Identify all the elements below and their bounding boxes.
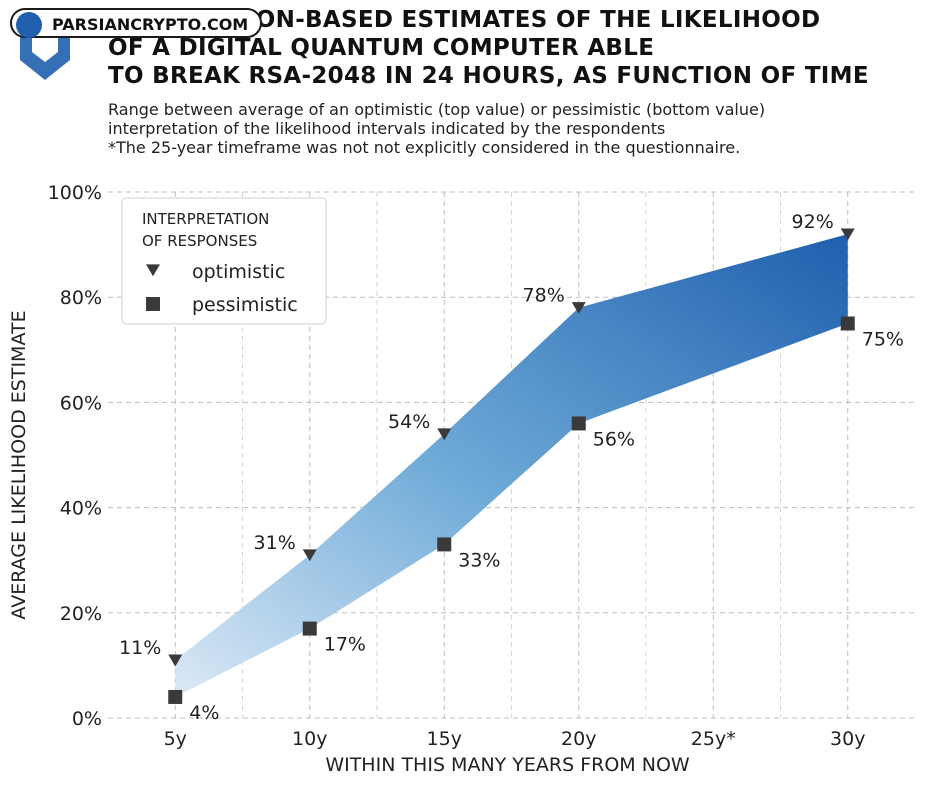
optimistic-value-label: 78% <box>523 285 565 307</box>
legend: INTERPRETATION OF RESPONSES optimistic pess… <box>121 197 327 325</box>
watermark-icon <box>16 12 42 38</box>
y-tick-label: 100% <box>48 182 102 204</box>
chart-subtitle: Range between average of an optimistic (… <box>108 100 928 157</box>
title-line: TO BREAK RSA-2048 IN 24 HOURS, AS FUNCTI… <box>108 63 869 89</box>
y-tick-label: 40% <box>60 498 102 520</box>
watermark-text: PARSIANCRYPTO.COM <box>52 15 249 34</box>
legend-optimistic-marker <box>146 264 160 277</box>
legend-optimistic-label: optimistic <box>192 261 285 283</box>
legend-title: INTERPRETATION <box>142 210 269 228</box>
pessimistic-marker <box>571 416 586 431</box>
x-tick-label: 10y <box>292 728 327 750</box>
pessimistic-marker <box>840 316 855 331</box>
title-line: OF A DIGITAL QUANTUM COMPUTER ABLE <box>108 35 655 61</box>
watermark-badge[interactable]: PARSIANCRYPTO.COM <box>10 8 263 38</box>
pessimistic-value-label: 4% <box>189 702 219 724</box>
optimistic-marker <box>840 228 855 241</box>
legend-title: OF RESPONSES <box>142 232 257 250</box>
pessimistic-value-label: 17% <box>324 634 366 656</box>
optimistic-marker <box>168 654 183 667</box>
optimistic-value-label: 92% <box>792 211 834 233</box>
subtitle-line: Range between average of an optimistic (… <box>108 100 766 119</box>
pessimistic-value-label: 56% <box>593 428 635 450</box>
optimistic-marker <box>571 302 586 315</box>
legend-pessimistic-marker <box>146 297 160 311</box>
y-axis-label: AVERAGE LIKELIHOOD ESTIMATE <box>8 310 30 619</box>
legend-pessimistic-label: pessimistic <box>192 294 298 316</box>
pessimistic-marker <box>168 689 183 704</box>
optimistic-value-label: 11% <box>119 637 161 659</box>
x-tick-label: 15y <box>427 728 462 750</box>
subtitle-line: interpretation of the likelihood interva… <box>108 119 666 138</box>
x-tick-label: 30y <box>830 728 865 750</box>
subtitle-line: *The 25-year timeframe was not not expli… <box>108 138 741 157</box>
y-tick-label: 60% <box>60 392 102 414</box>
likelihood-band <box>175 234 848 697</box>
pessimistic-value-label: 33% <box>458 549 500 571</box>
pessimistic-marker <box>302 621 317 636</box>
y-tick-label: 80% <box>60 287 102 309</box>
x-tick-label: 5y <box>164 728 187 750</box>
y-tick-label: 0% <box>72 708 102 730</box>
optimistic-value-label: 54% <box>388 411 430 433</box>
optimistic-value-label: 31% <box>254 532 296 554</box>
optimistic-marker <box>302 549 317 562</box>
pessimistic-value-label: 75% <box>862 329 904 351</box>
x-axis-label: WITHIN THIS MANY YEARS FROM NOW <box>325 754 690 776</box>
optimistic-marker <box>437 428 452 441</box>
legend-box <box>121 197 327 325</box>
y-tick-label: 20% <box>60 603 102 625</box>
pessimistic-marker <box>437 537 452 552</box>
x-tick-label: 20y <box>561 728 596 750</box>
x-tick-label: 25y* <box>691 728 736 750</box>
